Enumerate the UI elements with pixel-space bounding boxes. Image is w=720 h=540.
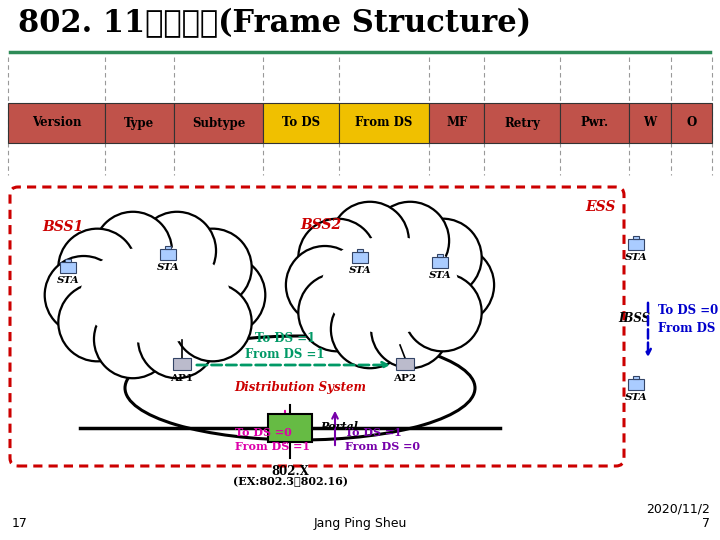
Bar (670, 103, 712, 143)
Text: AP1: AP1 (171, 374, 194, 383)
Ellipse shape (80, 246, 230, 344)
Text: From DS: From DS (356, 117, 413, 130)
Bar (339, 103, 429, 143)
Bar (485, 103, 560, 143)
Bar (160, 249, 176, 260)
Text: STA: STA (348, 266, 372, 275)
Text: AP2: AP2 (393, 374, 417, 383)
Bar (437, 254, 443, 257)
Bar (8, 103, 104, 143)
Circle shape (371, 290, 449, 368)
Text: STA: STA (428, 271, 451, 280)
Ellipse shape (311, 229, 469, 341)
Circle shape (371, 202, 449, 280)
Text: To DS =0: To DS =0 (658, 303, 719, 316)
Bar (268, 414, 312, 442)
Text: To DS =0: To DS =0 (235, 427, 292, 437)
Circle shape (404, 273, 482, 352)
Circle shape (58, 284, 136, 361)
Bar (628, 379, 644, 390)
Circle shape (174, 284, 252, 361)
Circle shape (187, 256, 265, 334)
Text: MF: MF (446, 117, 467, 130)
Circle shape (45, 256, 122, 334)
Circle shape (94, 212, 172, 290)
Bar (60, 262, 76, 273)
Circle shape (298, 219, 377, 296)
Bar (352, 252, 368, 263)
Circle shape (404, 219, 482, 296)
Circle shape (286, 246, 364, 324)
Bar (104, 103, 174, 143)
Bar (396, 358, 414, 370)
Text: Pwr.: Pwr. (580, 117, 608, 130)
Text: STA: STA (625, 393, 647, 402)
Text: Version: Version (32, 117, 81, 130)
Text: To DS: To DS (282, 117, 320, 130)
Ellipse shape (68, 239, 241, 351)
Text: Portal: Portal (320, 421, 358, 431)
Text: From DS =1: From DS =1 (235, 442, 310, 453)
Bar (173, 358, 191, 370)
Text: BSS2: BSS2 (300, 218, 341, 232)
Text: 2020/11/2
7: 2020/11/2 7 (646, 502, 710, 530)
Bar (432, 257, 448, 268)
Text: Type: Type (124, 117, 154, 130)
Text: STA: STA (157, 263, 179, 272)
Text: 802.X: 802.X (271, 465, 309, 478)
Text: From DS =0: From DS =0 (345, 442, 420, 453)
Circle shape (94, 300, 172, 378)
Text: (EX:802.3、802.16): (EX:802.3、802.16) (233, 476, 348, 487)
Bar (633, 236, 639, 239)
Text: Distribution System: Distribution System (234, 381, 366, 395)
Circle shape (416, 246, 494, 324)
Circle shape (58, 228, 136, 307)
Text: IBSS: IBSS (618, 312, 650, 325)
Ellipse shape (125, 336, 475, 440)
Circle shape (331, 290, 409, 368)
Text: From DS =1: From DS =1 (246, 348, 325, 361)
Text: BSS1: BSS1 (42, 220, 83, 234)
Text: STA: STA (57, 276, 79, 285)
Circle shape (298, 273, 377, 352)
Text: STA: STA (625, 253, 647, 262)
Text: 17: 17 (12, 517, 28, 530)
Bar (165, 246, 171, 249)
Bar (429, 103, 485, 143)
Bar (174, 103, 264, 143)
Bar (264, 103, 339, 143)
Text: Retry: Retry (504, 117, 540, 130)
Text: To DS =1: To DS =1 (255, 332, 315, 345)
Text: Jang Ping Sheu: Jang Ping Sheu (313, 517, 407, 530)
Text: ESS: ESS (585, 200, 616, 214)
Ellipse shape (322, 237, 458, 334)
Bar (357, 249, 363, 252)
Bar (560, 103, 629, 143)
Text: From DS =0: From DS =0 (658, 321, 720, 334)
Text: To DS =1: To DS =1 (345, 427, 402, 437)
Circle shape (138, 212, 216, 290)
Text: 802. 11訊框結構(Frame Structure): 802. 11訊框結構(Frame Structure) (18, 8, 531, 39)
Bar (65, 259, 71, 262)
Bar (628, 239, 644, 250)
Circle shape (174, 228, 252, 307)
Bar (629, 103, 670, 143)
Text: O: O (686, 117, 696, 130)
Bar (633, 376, 639, 379)
Circle shape (138, 300, 216, 378)
Circle shape (331, 202, 409, 280)
Text: W: W (643, 117, 657, 130)
Text: Subtype: Subtype (192, 117, 246, 130)
